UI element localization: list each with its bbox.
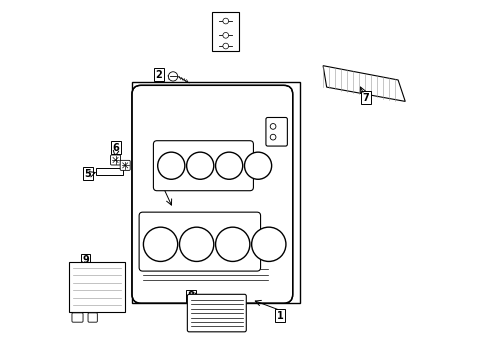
Bar bbox=[132, 82, 299, 303]
Circle shape bbox=[157, 152, 184, 179]
Circle shape bbox=[215, 227, 249, 261]
Text: 5: 5 bbox=[84, 168, 91, 179]
Bar bbox=[96, 168, 123, 175]
Text: 3: 3 bbox=[223, 18, 229, 28]
FancyBboxPatch shape bbox=[139, 212, 260, 271]
Circle shape bbox=[223, 18, 228, 24]
FancyBboxPatch shape bbox=[153, 141, 253, 191]
FancyBboxPatch shape bbox=[72, 313, 83, 322]
FancyBboxPatch shape bbox=[132, 85, 292, 303]
Text: 4: 4 bbox=[157, 173, 163, 183]
Circle shape bbox=[270, 134, 275, 140]
Circle shape bbox=[179, 227, 213, 261]
FancyBboxPatch shape bbox=[88, 313, 97, 322]
Text: 7: 7 bbox=[362, 93, 368, 103]
Text: 6: 6 bbox=[112, 143, 119, 153]
Text: 1: 1 bbox=[276, 311, 283, 321]
Circle shape bbox=[186, 152, 213, 179]
Circle shape bbox=[251, 227, 285, 261]
Text: 8: 8 bbox=[187, 291, 194, 301]
Bar bbox=[212, 12, 239, 51]
Circle shape bbox=[168, 72, 177, 81]
Bar bbox=[69, 262, 124, 312]
Circle shape bbox=[244, 152, 271, 179]
Circle shape bbox=[223, 43, 228, 49]
Circle shape bbox=[223, 32, 228, 38]
Text: 9: 9 bbox=[82, 255, 89, 265]
FancyBboxPatch shape bbox=[265, 117, 287, 146]
Polygon shape bbox=[323, 66, 405, 102]
FancyBboxPatch shape bbox=[120, 160, 130, 170]
Text: 2: 2 bbox=[155, 69, 162, 80]
Circle shape bbox=[215, 152, 242, 179]
FancyBboxPatch shape bbox=[187, 294, 246, 332]
Circle shape bbox=[143, 227, 177, 261]
FancyBboxPatch shape bbox=[110, 155, 121, 165]
Circle shape bbox=[270, 123, 275, 129]
